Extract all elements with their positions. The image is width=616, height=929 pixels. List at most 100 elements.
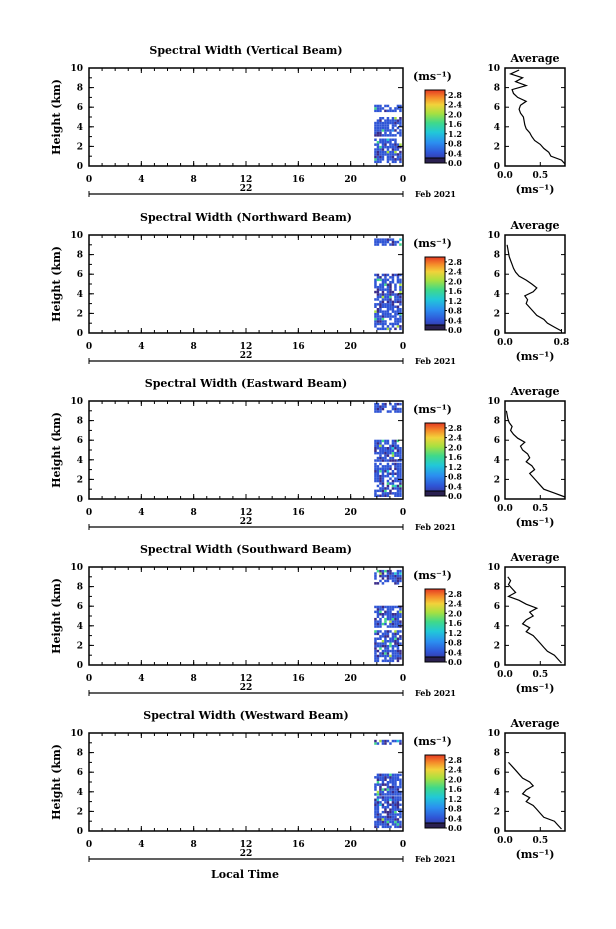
heatmap-cell: [386, 479, 390, 483]
x-tick-label: 4: [138, 342, 144, 352]
colorbar-label: 2.4: [448, 267, 462, 277]
heatmap-cell: [391, 305, 395, 308]
heatmap-cell: [379, 620, 382, 623]
heatmap-cell: [379, 150, 382, 154]
heatmap-cell: [379, 121, 382, 125]
heatmap-cell: [384, 465, 387, 468]
heatmap-cell: [374, 642, 377, 645]
date-label: 22: [240, 184, 253, 194]
panel-title: Spectral Width (Northward Beam): [140, 211, 352, 224]
y-tick-label: 2: [77, 142, 83, 152]
heatmap-cell: [384, 659, 387, 663]
heatmap-cell: [379, 613, 382, 616]
heatmap-cell: [386, 569, 390, 573]
colorbar-label: 0.8: [448, 804, 462, 814]
x-tick-label: 8: [191, 175, 197, 185]
heatmap-cell: [399, 796, 402, 799]
heatmap-cell: [386, 315, 390, 318]
heatmap-cell: [391, 644, 395, 648]
x-axis-label: Local Time: [211, 868, 279, 881]
heatmap-cell: [399, 121, 402, 125]
date-label: 22: [240, 351, 253, 361]
heatmap-cells: [374, 238, 402, 331]
heatmap-cell: [381, 305, 385, 308]
heatmap-cell: [396, 647, 400, 650]
heatmap-cell: [376, 613, 380, 616]
beam-panel: Spectral Width (Southward Beam) 0 2 4 6 8 10 He…: [50, 543, 566, 698]
heatmap-cell: [381, 451, 385, 455]
heatmap-cell: [391, 407, 395, 411]
heatmap-cell: [376, 243, 380, 246]
heatmap-cell: [386, 798, 390, 802]
x-tick-label: 0: [400, 840, 406, 850]
heatmap-cell: [381, 439, 385, 443]
x-tick-label: 16: [292, 840, 305, 850]
heatmap-cell: [374, 617, 377, 621]
heatmap-cell: [394, 613, 397, 616]
heatmap-cell: [386, 293, 390, 296]
month-label: Feb 2021: [415, 854, 456, 864]
heatmap-cell: [384, 124, 387, 127]
y-tick-label: 8: [77, 84, 83, 94]
heatmap-cell: [394, 739, 397, 743]
heatmap-cell: [376, 657, 380, 660]
heatmap-cell: [394, 310, 397, 313]
heatmap-cell: [399, 143, 402, 146]
heatmap-cell: [381, 659, 385, 663]
heatmap-cell: [386, 572, 390, 575]
heatmap-cell: [386, 145, 390, 149]
heatmap-cell: [396, 778, 400, 781]
y-tick-label: 10: [70, 729, 83, 739]
x-tick-label: 12: [240, 840, 253, 850]
heatmap-cell: [389, 303, 392, 306]
heatmap-cell: [391, 820, 395, 824]
heatmap-cell: [379, 134, 382, 137]
heatmap-cell: [376, 474, 380, 478]
heatmap-cell: [374, 298, 377, 301]
heatmap-cell: [394, 615, 397, 618]
heatmap-cell: [399, 410, 402, 413]
colorbar-label: 2.0: [448, 109, 462, 119]
heatmap-cell: [389, 657, 392, 660]
heatmap-cell: [384, 295, 387, 299]
heatmap-cell: [396, 407, 400, 411]
heatmap-cell: [391, 456, 395, 460]
heatmap-cell: [399, 129, 402, 132]
heatmap-cell: [391, 300, 395, 304]
heatmap-cell: [381, 447, 385, 450]
heatmap-cell: [394, 494, 397, 497]
heatmap-cell: [374, 317, 377, 321]
panel-title: Spectral Width (Vertical Beam): [149, 44, 342, 57]
heatmap-cell: [386, 613, 390, 616]
heatmap-cell: [396, 487, 400, 490]
average-y-tick-label: 2: [494, 641, 500, 651]
heatmap-cell: [379, 778, 382, 781]
heatmap-cell: [396, 444, 400, 448]
heatmap-cell: [381, 303, 385, 306]
heatmap-cell: [389, 317, 392, 321]
heatmap-cell: [379, 487, 382, 490]
heatmap-cell: [381, 815, 385, 819]
average-y-tick-label: 10: [487, 729, 500, 739]
heatmap-cell: [396, 649, 400, 653]
heatmap-cell: [386, 785, 390, 789]
heatmap-cell: [389, 642, 392, 645]
heatmap-cell: [391, 462, 395, 466]
heatmap-cell: [384, 630, 387, 633]
heatmap-cell: [396, 801, 400, 804]
colorbar-unit: (ms⁻¹): [413, 569, 452, 582]
heatmap-cell: [396, 312, 400, 316]
heatmap-cell: [389, 402, 392, 406]
heatmap-cell: [389, 158, 392, 161]
heatmap-cell: [394, 124, 397, 127]
heatmap-cell: [389, 131, 392, 135]
y-tick-label: 10: [70, 563, 83, 573]
heatmap-cell: [381, 243, 385, 246]
heatmap-cell: [399, 454, 402, 457]
heatmap-cell: [386, 240, 390, 244]
heatmap-cell: [391, 788, 395, 791]
heatmap-cell: [386, 810, 390, 814]
heatmap-cell: [374, 742, 377, 745]
heatmap-cell: [381, 143, 385, 146]
x-tick-label: 8: [191, 674, 197, 684]
